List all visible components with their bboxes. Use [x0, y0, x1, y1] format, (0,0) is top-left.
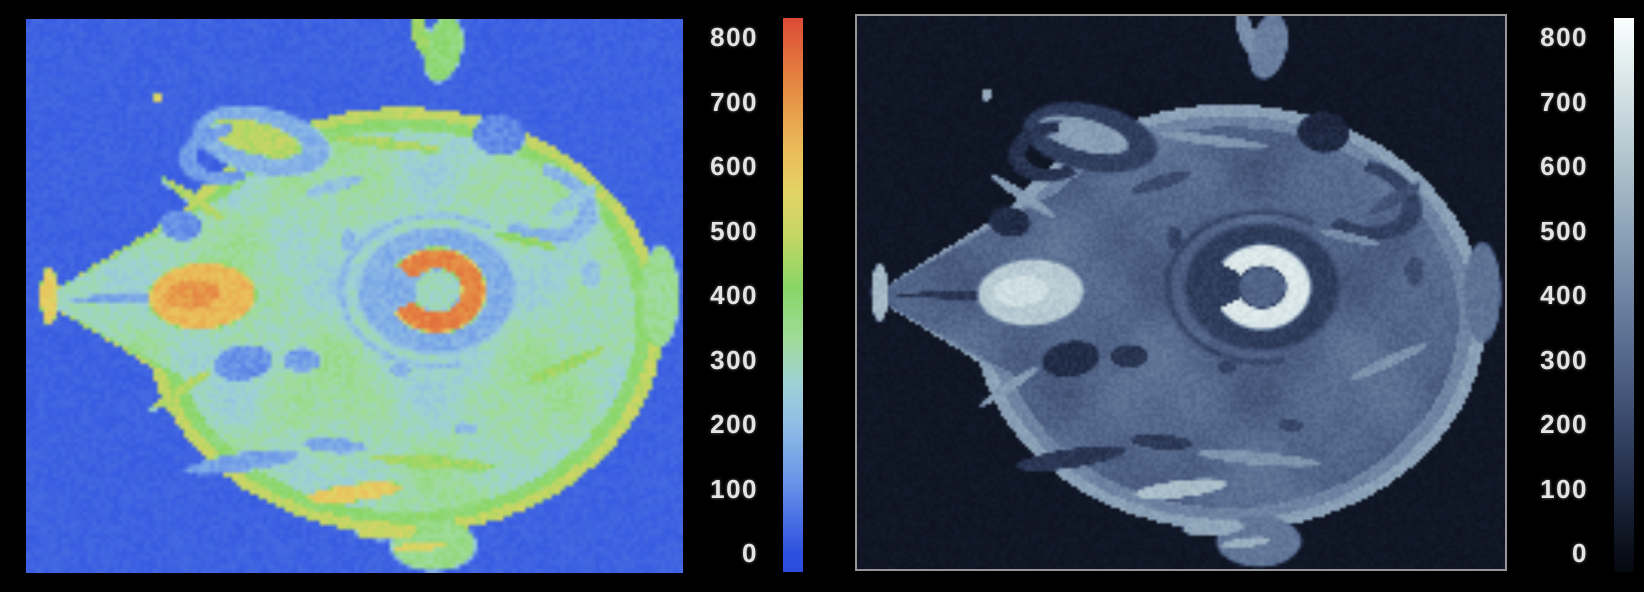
colorbar-tick-label: 500: [1540, 215, 1588, 246]
colorbar-tick-label: 100: [1540, 473, 1588, 504]
colorbar-tick-label: 300: [710, 344, 758, 375]
colorbar-tick-label: 400: [710, 280, 758, 310]
colorbar-ticks-colormapped: 800 700 600 500 400 300 200 100 0: [684, 18, 758, 572]
colorbar-tick-label: 100: [710, 473, 758, 504]
colorbar-grayscale: [1614, 18, 1634, 572]
colorbar-ticks-grayscale: 800 700 600 500 400 300 200 100 0: [1514, 18, 1588, 572]
mri-slice-colormapped: [26, 19, 683, 573]
colorbar-tick-label: 300: [1540, 344, 1588, 375]
colorbar-tick-label: 800: [1540, 22, 1588, 52]
colorbar-tick-label: 600: [710, 151, 758, 181]
colorbar-tick-label: 800: [710, 22, 758, 52]
colorbar-tick-label: 500: [710, 215, 758, 246]
colorbar-tick-label: 600: [1540, 151, 1588, 181]
colorbar-colormapped: [783, 18, 803, 572]
colorbar-tick-label: 700: [710, 86, 758, 117]
colorbar-tick-label: 0: [1572, 538, 1588, 568]
mri-slice-grayscale: [857, 16, 1505, 569]
colorbar-tick-label: 200: [710, 409, 758, 439]
colorbar-tick-label: 400: [1540, 280, 1588, 310]
colorbar-tick-label: 0: [742, 538, 758, 568]
colorbar-tick-label: 700: [1540, 86, 1588, 117]
colorbar-tick-label: 200: [1540, 409, 1588, 439]
